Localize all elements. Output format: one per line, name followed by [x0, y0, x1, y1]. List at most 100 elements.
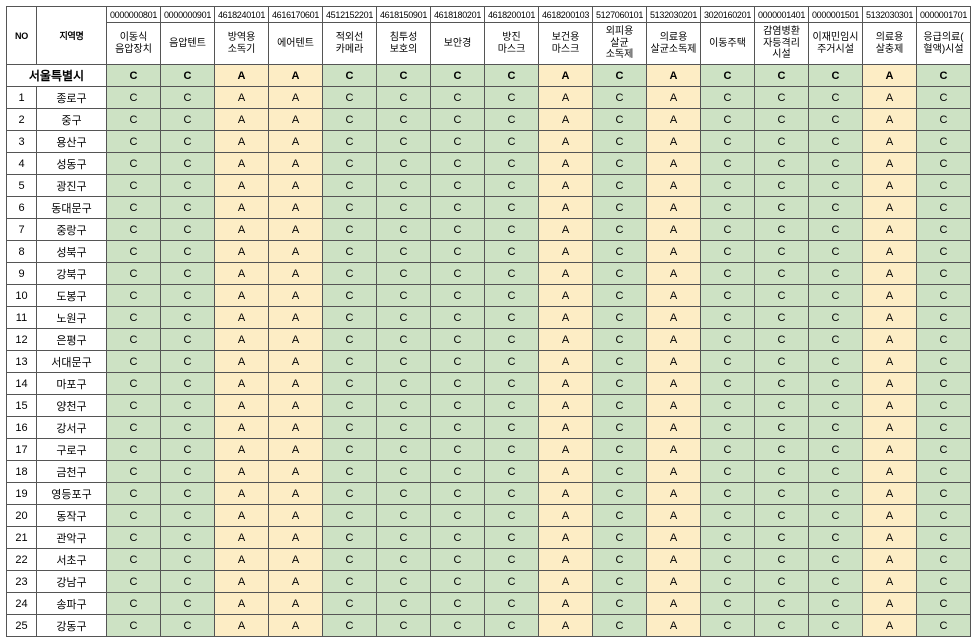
- grade-cell: A: [647, 131, 701, 153]
- grade-cell: C: [701, 351, 755, 373]
- grade-cell: A: [539, 439, 593, 461]
- grade-cell: C: [161, 593, 215, 615]
- row-name: 동작구: [37, 505, 107, 527]
- grade-cell: C: [431, 417, 485, 439]
- grade-cell: C: [755, 527, 809, 549]
- grade-cell: C: [593, 527, 647, 549]
- grade-cell: C: [377, 131, 431, 153]
- grade-cell: C: [377, 483, 431, 505]
- grade-cell: A: [269, 219, 323, 241]
- grade-cell: C: [107, 153, 161, 175]
- grade-cell: C: [593, 461, 647, 483]
- grade-cell: C: [809, 131, 863, 153]
- header-label-6: 보안경: [431, 23, 485, 65]
- grade-cell: C: [755, 263, 809, 285]
- grade-cell: C: [323, 131, 377, 153]
- grade-cell: A: [647, 329, 701, 351]
- row-no: 23: [7, 571, 37, 593]
- header-label-10: 의료용살균소독제: [647, 23, 701, 65]
- header-label-15: 응급의료(혈액)시설: [917, 23, 971, 65]
- row-name: 성동구: [37, 153, 107, 175]
- grade-cell: C: [809, 593, 863, 615]
- grade-cell: A: [215, 505, 269, 527]
- grade-cell: C: [701, 373, 755, 395]
- grade-cell: C: [377, 461, 431, 483]
- grade-cell: A: [863, 483, 917, 505]
- header-label-1: 음압텐트: [161, 23, 215, 65]
- row-no: 14: [7, 373, 37, 395]
- grade-cell: C: [917, 329, 971, 351]
- grade-cell: C: [431, 461, 485, 483]
- grade-cell: C: [917, 571, 971, 593]
- grade-cell: C: [755, 197, 809, 219]
- table-row: 8성북구CCAACCCCACACCCAC: [7, 241, 971, 263]
- grade-cell: A: [215, 153, 269, 175]
- table-row: 7중랑구CCAACCCCACACCCAC: [7, 219, 971, 241]
- grade-cell: C: [161, 241, 215, 263]
- grade-cell: C: [917, 219, 971, 241]
- grade-cell: C: [755, 417, 809, 439]
- grade-cell: C: [917, 197, 971, 219]
- total-label: 서울특별시: [7, 65, 107, 87]
- grade-cell: C: [701, 109, 755, 131]
- grade-cell: C: [161, 175, 215, 197]
- grade-cell: C: [377, 615, 431, 637]
- total-cell-5: C: [377, 65, 431, 87]
- row-name: 관악구: [37, 527, 107, 549]
- header-label-13: 이재민임시주거시설: [809, 23, 863, 65]
- row-name: 노원구: [37, 307, 107, 329]
- table-row: 16강서구CCAACCCCACACCCAC: [7, 417, 971, 439]
- row-no: 18: [7, 461, 37, 483]
- table-row: 24송파구CCAACCCCACACCCAC: [7, 593, 971, 615]
- row-no: 1: [7, 87, 37, 109]
- grade-cell: C: [701, 131, 755, 153]
- grade-cell: A: [269, 549, 323, 571]
- grade-cell: A: [539, 87, 593, 109]
- grade-cell: C: [809, 109, 863, 131]
- header-code-8: 4618200103: [539, 7, 593, 23]
- grade-cell: A: [215, 329, 269, 351]
- table-row: 13서대문구CCAACCCCACACCCAC: [7, 351, 971, 373]
- grade-cell: A: [539, 153, 593, 175]
- grade-cell: A: [863, 263, 917, 285]
- grade-cell: C: [701, 527, 755, 549]
- grade-cell: C: [809, 461, 863, 483]
- row-name: 강북구: [37, 263, 107, 285]
- grade-cell: C: [377, 241, 431, 263]
- total-cell-4: C: [323, 65, 377, 87]
- grade-cell: C: [431, 549, 485, 571]
- grade-cell: A: [215, 483, 269, 505]
- grade-cell: A: [269, 197, 323, 219]
- grade-cell: C: [107, 131, 161, 153]
- grade-cell: C: [431, 571, 485, 593]
- grade-cell: C: [377, 329, 431, 351]
- grade-cell: C: [593, 615, 647, 637]
- grade-cell: A: [863, 439, 917, 461]
- grade-cell: C: [809, 241, 863, 263]
- grade-cell: A: [647, 593, 701, 615]
- grade-cell: C: [593, 175, 647, 197]
- grade-cell: C: [161, 571, 215, 593]
- grade-cell: C: [755, 351, 809, 373]
- grade-cell: C: [485, 153, 539, 175]
- header-label-3: 에어텐트: [269, 23, 323, 65]
- grade-cell: C: [485, 87, 539, 109]
- grade-cell: C: [593, 483, 647, 505]
- grade-cell: C: [917, 109, 971, 131]
- row-no: 7: [7, 219, 37, 241]
- grade-cell: C: [107, 351, 161, 373]
- total-cell-10: A: [647, 65, 701, 87]
- grade-cell: C: [809, 505, 863, 527]
- row-name: 양천구: [37, 395, 107, 417]
- grade-cell: A: [647, 197, 701, 219]
- grade-cell: C: [323, 351, 377, 373]
- grade-cell: C: [701, 505, 755, 527]
- grade-cell: C: [593, 307, 647, 329]
- grade-cell: C: [593, 285, 647, 307]
- grade-cell: A: [269, 373, 323, 395]
- grade-cell: C: [917, 153, 971, 175]
- grade-cell: C: [485, 197, 539, 219]
- grade-cell: C: [485, 527, 539, 549]
- grade-cell: C: [107, 593, 161, 615]
- grade-cell: A: [269, 395, 323, 417]
